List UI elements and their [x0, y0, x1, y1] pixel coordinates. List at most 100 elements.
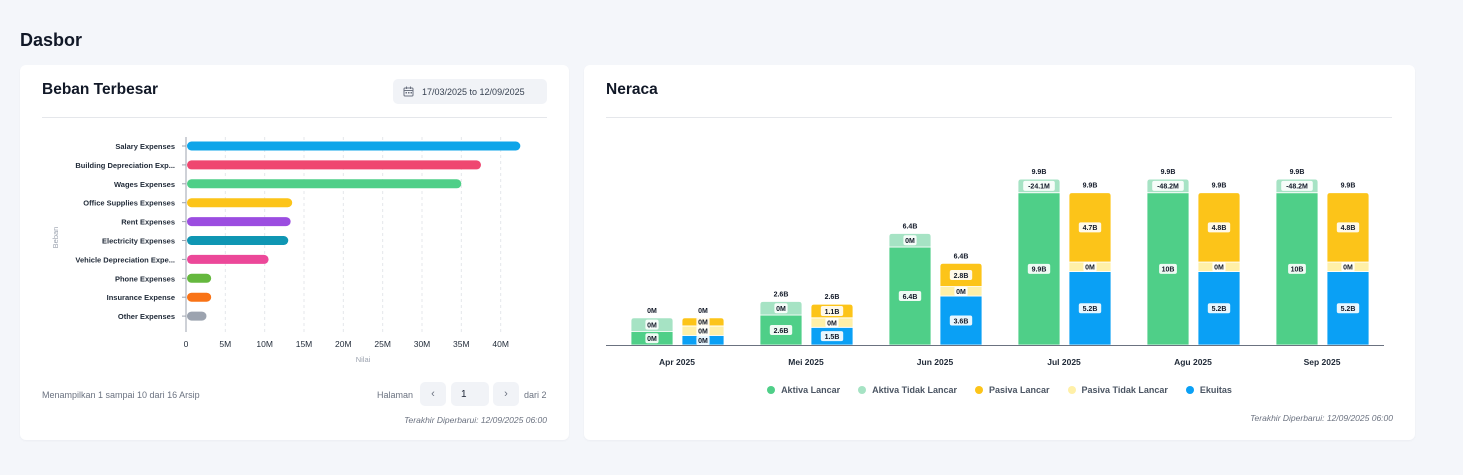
segment-label-bg [1336, 303, 1360, 314]
segment-label: 0M [1085, 265, 1095, 272]
category-label: Other Expenses [118, 312, 175, 321]
segment-label: -48.2M [1157, 184, 1179, 191]
segment-label-bg [1159, 263, 1177, 274]
segment-label: 0M [698, 320, 708, 327]
segment-label: 10B [1291, 267, 1304, 274]
segment-label-bg [1281, 180, 1313, 191]
next-page-button[interactable]: › [493, 382, 519, 406]
bar[interactable] [187, 273, 212, 283]
bar[interactable] [187, 179, 462, 189]
category-label: Building Depreciation Exp... [75, 161, 175, 170]
segment-label-bg [820, 306, 844, 316]
neraca-card-title: Neraca [606, 81, 658, 98]
neraca-divider [606, 117, 1392, 118]
pagination-total: dari 2 [524, 390, 547, 400]
segment-label: -48.2M [1286, 184, 1308, 191]
beban-card-title: Beban Terbesar [42, 81, 159, 98]
segment-label-bg [769, 325, 793, 336]
bar[interactable] [187, 217, 291, 227]
bar[interactable] [187, 198, 293, 208]
segment-label-bg [1152, 180, 1184, 191]
prev-page-button[interactable]: ‹ [420, 382, 446, 406]
pagination-label: Halaman [377, 390, 414, 400]
segment-label-bg [898, 291, 922, 302]
segment-label-bg [696, 335, 710, 346]
segment-label: 0M [776, 306, 786, 313]
bar[interactable] [187, 311, 207, 321]
legend-item[interactable]: Aktiva Lancar [767, 385, 840, 395]
segment-label: 0M [647, 322, 657, 329]
stack-total-label: 9.9B [1032, 169, 1047, 176]
segment-label-bg [1207, 303, 1231, 314]
stack-total-label: 9.9B [1161, 169, 1176, 176]
legend-item[interactable]: Ekuitas [1185, 385, 1232, 395]
bar[interactable] [187, 292, 212, 302]
segment-label: 6.4B [903, 294, 918, 301]
segment-label: 3.6B [954, 318, 969, 325]
segment-label: 1.5B [825, 334, 840, 341]
legend-label: Aktiva Lancar [781, 385, 841, 395]
segment-label-bg [1023, 180, 1055, 191]
beban-bar-chart: 0 5M 10M 15M 20M 25M 30M 35M 40M Salary Expenses B… [51, 137, 521, 364]
segment-label-bg [820, 331, 844, 342]
x-category-label: Mei 2025 [788, 357, 824, 367]
segment-label: 0M [1214, 265, 1224, 272]
bar[interactable] [187, 254, 269, 264]
category-label: Wages Expenses [114, 180, 175, 189]
bar[interactable] [187, 141, 521, 151]
y-axis-title: Beban [51, 227, 60, 249]
chevron-left-icon: ‹ [431, 388, 435, 400]
segment-label: 5.2B [1212, 306, 1227, 313]
segment-label-bg [1083, 261, 1097, 272]
x-tick-label: 25M [374, 339, 391, 349]
beban-last-updated: Terakhir Diperbarui: 12/09/2025 06:00 [404, 415, 547, 425]
x-tick-label: 30M [414, 339, 431, 349]
segment-label-bg [954, 286, 968, 297]
stack-total-label: 0M [698, 308, 708, 315]
segment-label: 2.6B [774, 328, 789, 335]
segment-label-bg [774, 303, 788, 314]
legend-label: Pasiva Lancar [988, 385, 1050, 395]
stack-total-label: 6.4B [954, 253, 969, 260]
stack-total-label: 6.4B [903, 223, 918, 230]
category-label: Vehicle Depreciation Expe... [75, 255, 175, 264]
x-category-label: Agu 2025 [1174, 357, 1212, 367]
legend-label: Pasiva Tidak Lancar [1081, 385, 1168, 395]
stack-total-label: 9.9B [1083, 183, 1098, 190]
page-title: Dasbor [20, 30, 83, 50]
segment-label: 0M [1343, 265, 1353, 272]
category-label: Salary Expenses [115, 142, 175, 151]
legend-item[interactable]: Aktiva Tidak Lancar [858, 385, 957, 395]
legend-label: Ekuitas [1199, 385, 1232, 395]
segment-label: 0M [647, 336, 657, 343]
date-range-button[interactable]: 17/03/2025 to 12/09/2025 [393, 79, 547, 104]
x-tick-label: 20M [335, 339, 352, 349]
segment-label-bg [949, 315, 973, 326]
legend-dot-icon [1067, 386, 1076, 394]
stack-total-label: 9.9B [1212, 183, 1227, 190]
segment-label: 5.2B [1341, 306, 1356, 313]
beban-terbesar-card: Beban Terbesar 17/03/2025 to 12/09/2025 … [20, 65, 569, 440]
legend-item[interactable]: Pasiva Lancar [974, 385, 1050, 395]
bar[interactable] [187, 160, 481, 170]
segment-label-bg [949, 269, 973, 280]
legend-dot-icon [974, 386, 983, 394]
x-tick-label: 35M [453, 339, 470, 349]
legend-dot-icon [767, 386, 776, 394]
x-tick-label: 0 [184, 339, 189, 349]
x-tick-label: 40M [492, 339, 509, 349]
segment-label: 2.8B [954, 273, 969, 280]
bar[interactable] [187, 236, 289, 245]
legend-item[interactable]: Pasiva Tidak Lancar [1067, 385, 1168, 395]
x-category-label: Sep 2025 [1304, 357, 1341, 367]
page-number-input[interactable] [451, 382, 489, 406]
date-range-text: 17/03/2025 to 12/09/2025 [422, 86, 525, 97]
segment-label: 1.1B [825, 309, 840, 316]
calendar-icon [403, 86, 414, 97]
segment-label-bg [903, 235, 917, 246]
segment-label-bg [696, 316, 710, 327]
segment-label: 4.8B [1212, 225, 1227, 232]
x-tick-label: 15M [296, 339, 313, 349]
segment-label: 5.2B [1083, 306, 1098, 313]
segment-label-bg [1288, 263, 1306, 274]
